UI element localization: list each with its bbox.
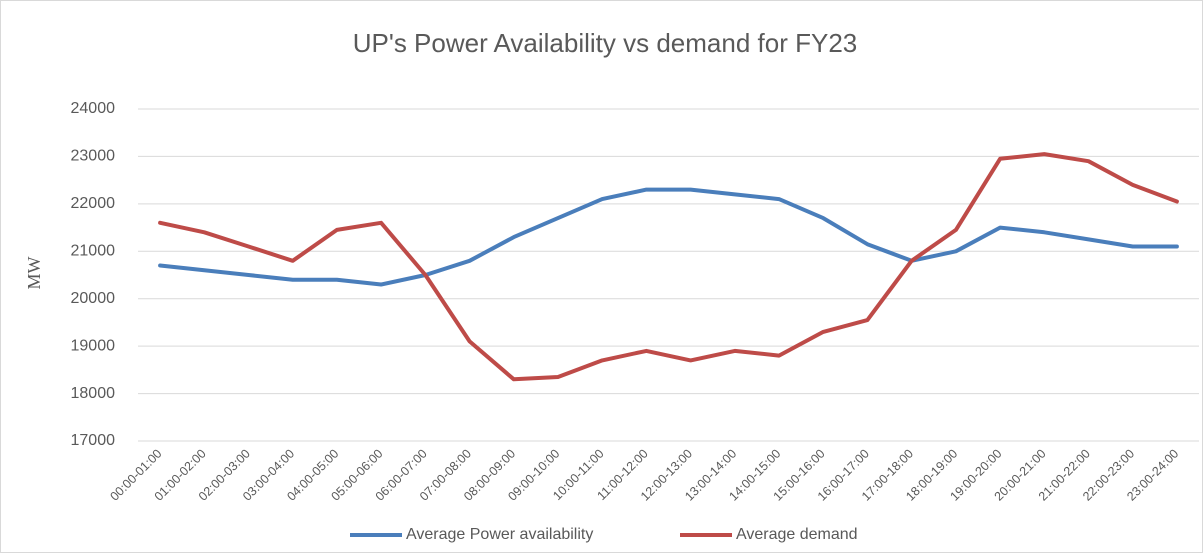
y-tick-label: 23000: [71, 148, 116, 165]
y-tick-label: 18000: [71, 385, 116, 402]
legend-label: Average Power availability: [406, 526, 593, 543]
y-tick-label: 17000: [71, 432, 116, 449]
y-axis-title: MW: [24, 256, 44, 289]
y-tick-label: 20000: [71, 290, 116, 307]
series-line: [158, 152, 1179, 382]
legend-label: Average demand: [736, 526, 858, 543]
y-tick-label: 21000: [71, 243, 116, 260]
y-tick-label: 19000: [71, 337, 116, 354]
series-line: [158, 187, 1179, 287]
y-tick-label: 24000: [71, 100, 116, 117]
y-tick-label: 22000: [71, 195, 116, 212]
chart-title: UP's Power Availability vs demand for FY…: [353, 28, 858, 58]
